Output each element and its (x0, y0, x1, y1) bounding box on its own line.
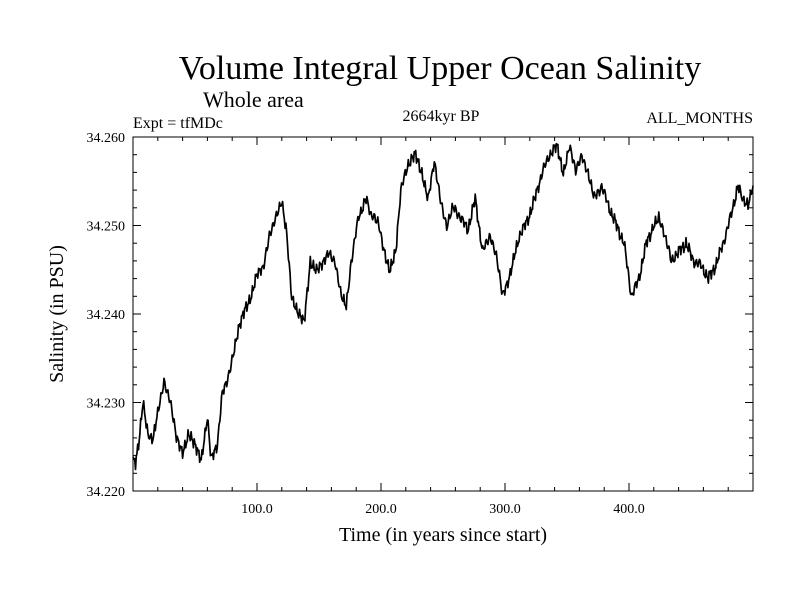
x-axis-ticks (157, 137, 729, 491)
chart-subtitle: Whole area (203, 87, 304, 112)
y-tick-label: 34.220 (87, 485, 126, 500)
x-tick-label: 300.0 (489, 502, 521, 517)
x-axis-label: Time (in years since start) (339, 524, 547, 546)
x-tick-label: 200.0 (365, 502, 397, 517)
period-label: 2664kyr BP (403, 108, 480, 125)
y-axis-ticks (133, 136, 753, 492)
x-tick-label: 400.0 (613, 502, 645, 517)
chart-title: Volume Integral Upper Ocean Salinity (179, 50, 701, 87)
y-axis-label: Salinity (in PSU) (46, 245, 68, 383)
salinity-series-line (132, 142, 754, 471)
x-tick-label: 100.0 (241, 502, 273, 517)
y-tick-label: 34.230 (87, 397, 126, 412)
y-axis-tick-labels: 34.220 34.230 34.240 34.250 34.260 (87, 131, 126, 500)
experiment-label: Expt = tfMDc (133, 115, 223, 132)
plot-frame (132, 136, 754, 492)
y-tick-label: 34.260 (87, 131, 126, 146)
y-tick-label: 34.240 (87, 308, 126, 323)
y-tick-label: 34.250 (87, 220, 126, 235)
months-label: ALL_MONTHS (646, 110, 753, 127)
x-axis-tick-labels: 100.0 200.0 300.0 400.0 (241, 502, 645, 517)
